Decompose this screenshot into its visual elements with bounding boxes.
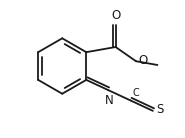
Text: C: C — [132, 88, 139, 98]
Text: S: S — [156, 103, 163, 116]
Text: O: O — [138, 54, 147, 67]
Text: N: N — [105, 94, 113, 107]
Text: O: O — [111, 9, 120, 22]
